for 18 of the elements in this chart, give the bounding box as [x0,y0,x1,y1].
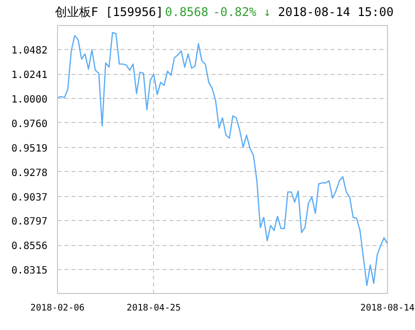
x-tick-label: 2018-02-06 [30,304,85,314]
line-series [58,32,388,286]
y-tick-label: 1.0241 [11,70,48,82]
chart-title: 创业板F [159956] [55,4,164,21]
text: 2018-08-14 15:00 [278,4,394,21]
y-tick-label: 0.9760 [11,118,48,130]
y-tick-label: 1.0000 [11,94,48,106]
y-tick-label: 1.0482 [11,46,48,57]
y-tick-label: 0.9037 [11,192,48,204]
y-tick-label: 0.8315 [11,266,48,277]
text: -0.82% ↓ [213,4,271,21]
x-tick-label: 2018-04-25 [126,304,181,314]
text: 0.8568 [165,4,208,21]
y-tick-label: 0.9278 [11,168,48,179]
y-tick-label: 0.9519 [11,143,48,154]
x-tick-label: 2018-08-14 [360,304,415,314]
y-tick-label: 0.8797 [11,216,48,228]
y-tick-label: 0.8556 [11,241,48,252]
